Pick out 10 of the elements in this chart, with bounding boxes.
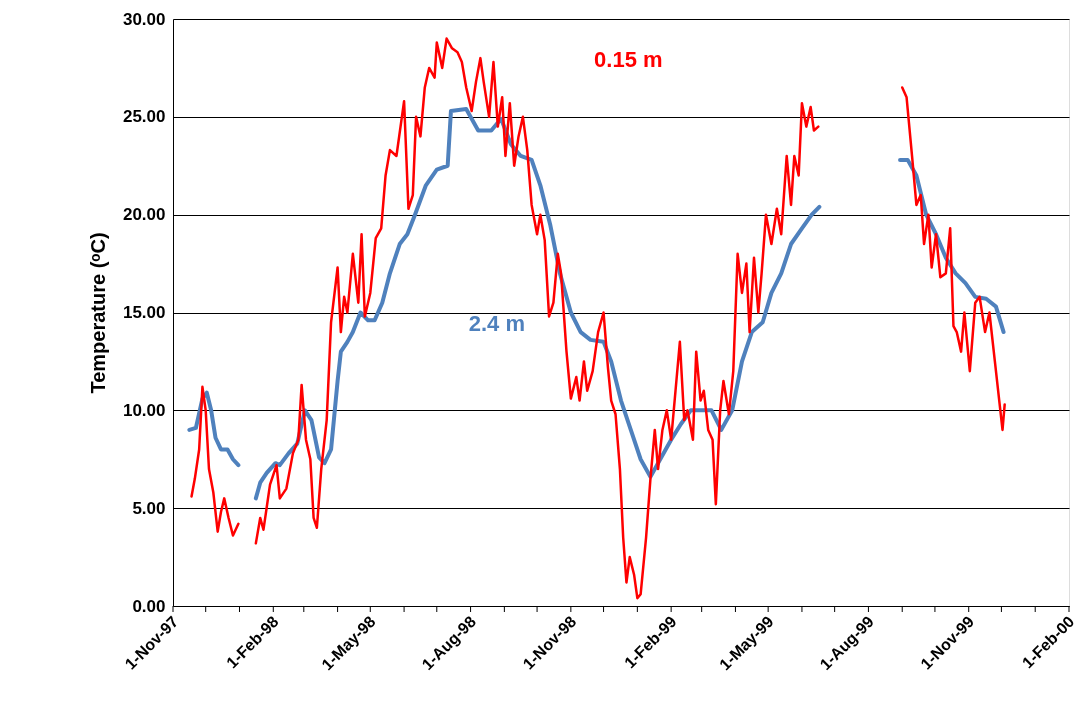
- y-axis-title: Temperature (ᵒC): [86, 232, 109, 394]
- text: 0.15 m: [594, 47, 663, 73]
- y-tick-label: 15.00: [122, 303, 166, 322]
- y-tick-label: 30.00: [122, 9, 166, 29]
- y-tick-label: 10.00: [122, 400, 166, 420]
- y-tick-label: 20.00: [122, 205, 166, 225]
- y-tick-label: 0.00: [132, 596, 166, 616]
- series-label: 2.4 m: [468, 311, 525, 337]
- y-tick-label: 5.00: [132, 498, 166, 518]
- y-tick-label: 25.00: [122, 107, 166, 127]
